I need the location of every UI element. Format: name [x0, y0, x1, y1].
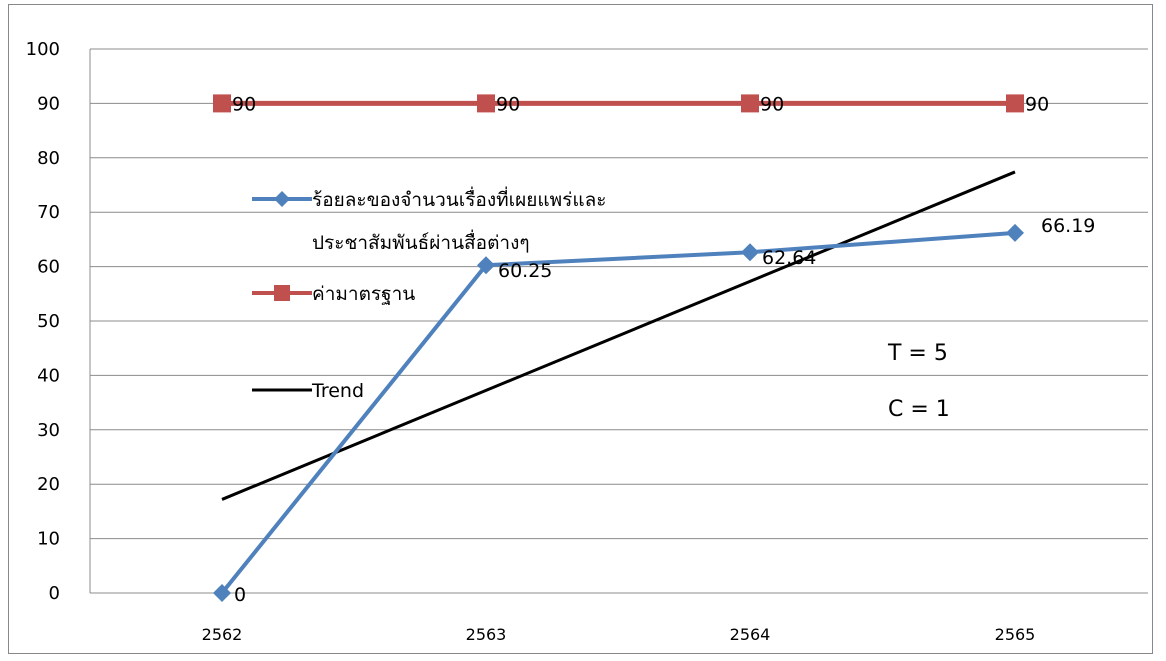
y-tick-label: 60 — [37, 257, 60, 278]
y-tick-label: 80 — [37, 148, 60, 169]
y-tick-label: 40 — [37, 365, 60, 386]
annotation-t: T = 5 — [887, 341, 948, 366]
percentage-point — [213, 584, 231, 602]
y-tick-label: 70 — [37, 202, 60, 223]
standard-point — [477, 94, 495, 113]
y-tick-label: 30 — [37, 420, 60, 441]
annotation-c: C = 1 — [888, 397, 950, 422]
x-tick-label: 2565 — [995, 625, 1036, 644]
standard-data-label: 90 — [232, 93, 256, 115]
legend: ร้อยละของจำนวนเรื่องที่เผยแพร่และ ประชาส… — [252, 186, 606, 402]
standard-series — [213, 94, 1024, 113]
standard-point — [213, 94, 231, 113]
x-tick-label: 2563 — [466, 625, 507, 644]
standard-data-label: 90 — [496, 93, 520, 115]
gridlines — [90, 48, 1148, 540]
legend-label-trend: Trend — [311, 380, 364, 402]
y-tick-label: 10 — [37, 529, 60, 550]
legend-item-percentage: ร้อยละของจำนวนเรื่องที่เผยแพร่และ ประชาส… — [252, 186, 606, 254]
x-axis-ticks: 2562 2563 2564 2565 — [202, 625, 1036, 644]
percentage-data-label: 60.25 — [498, 260, 552, 282]
percentage-point — [741, 243, 759, 262]
trend-series — [221, 170, 1016, 501]
standard-data-label: 90 — [760, 93, 784, 115]
percentage-data-label: 66.19 — [1041, 215, 1095, 237]
percentage-line — [220, 230, 1016, 595]
percentage-data-label: 62.64 — [762, 247, 816, 269]
percentage-series — [213, 223, 1024, 602]
percentage-point — [1006, 223, 1024, 242]
legend-item-standard: ค่ามาตรฐาน — [252, 283, 415, 305]
legend-item-trend: Trend — [252, 380, 364, 402]
y-tick-label: 0 — [49, 583, 60, 604]
x-tick-label: 2562 — [202, 625, 243, 644]
data-labels: 90 90 90 90 0 60.25 62.64 66.19 — [232, 93, 1095, 606]
legend-label-percentage-line2: ประชาสัมพันธ์ผ่านสื่อต่างๆ — [312, 229, 530, 254]
legend-label-percentage-line1: ร้อยละของจำนวนเรื่องที่เผยแพร่และ — [312, 186, 606, 211]
y-tick-label: 20 — [37, 474, 60, 495]
axes — [89, 49, 1148, 594]
standard-data-label: 90 — [1025, 93, 1049, 115]
standard-point — [1006, 94, 1024, 113]
legend-marker-diamond — [274, 191, 290, 207]
y-tick-label: 90 — [37, 93, 60, 114]
percentage-point — [477, 256, 495, 275]
legend-marker-square — [274, 285, 290, 301]
standard-point — [741, 94, 759, 113]
y-axis-ticks: 0 10 20 30 40 50 60 70 80 90 100 — [26, 39, 60, 604]
y-tick-label: 100 — [26, 39, 60, 60]
annotations: T = 5 C = 1 — [887, 341, 950, 422]
chart-frame — [8, 4, 1153, 654]
trend-line — [221, 170, 1016, 501]
y-tick-label: 50 — [37, 311, 60, 332]
x-tick-label: 2564 — [730, 625, 771, 644]
percentage-data-label: 0 — [234, 584, 246, 606]
legend-label-standard: ค่ามาตรฐาน — [312, 283, 415, 305]
